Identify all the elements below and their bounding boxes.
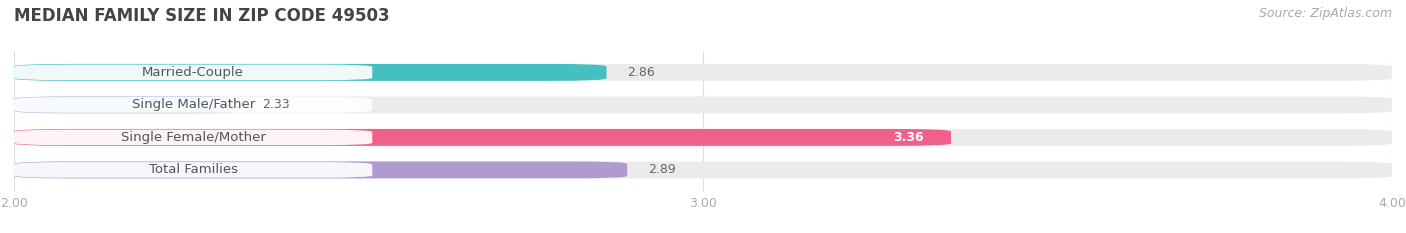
Text: Single Male/Father: Single Male/Father <box>132 98 254 111</box>
Text: 3.36: 3.36 <box>893 131 924 144</box>
Text: Married-Couple: Married-Couple <box>142 66 245 79</box>
Text: MEDIAN FAMILY SIZE IN ZIP CODE 49503: MEDIAN FAMILY SIZE IN ZIP CODE 49503 <box>14 7 389 25</box>
FancyBboxPatch shape <box>14 161 1392 178</box>
FancyBboxPatch shape <box>14 130 373 145</box>
FancyBboxPatch shape <box>14 64 606 81</box>
FancyBboxPatch shape <box>14 129 1392 146</box>
FancyBboxPatch shape <box>14 64 1392 81</box>
Text: 2.33: 2.33 <box>262 98 290 111</box>
FancyBboxPatch shape <box>14 97 373 113</box>
Text: 2.89: 2.89 <box>648 163 676 176</box>
Text: Total Families: Total Families <box>149 163 238 176</box>
Text: Source: ZipAtlas.com: Source: ZipAtlas.com <box>1258 7 1392 20</box>
FancyBboxPatch shape <box>14 129 950 146</box>
Text: 2.86: 2.86 <box>627 66 655 79</box>
FancyBboxPatch shape <box>14 96 1392 113</box>
FancyBboxPatch shape <box>14 161 627 178</box>
FancyBboxPatch shape <box>14 162 373 178</box>
Text: Single Female/Mother: Single Female/Mother <box>121 131 266 144</box>
FancyBboxPatch shape <box>14 65 373 80</box>
FancyBboxPatch shape <box>14 96 242 113</box>
